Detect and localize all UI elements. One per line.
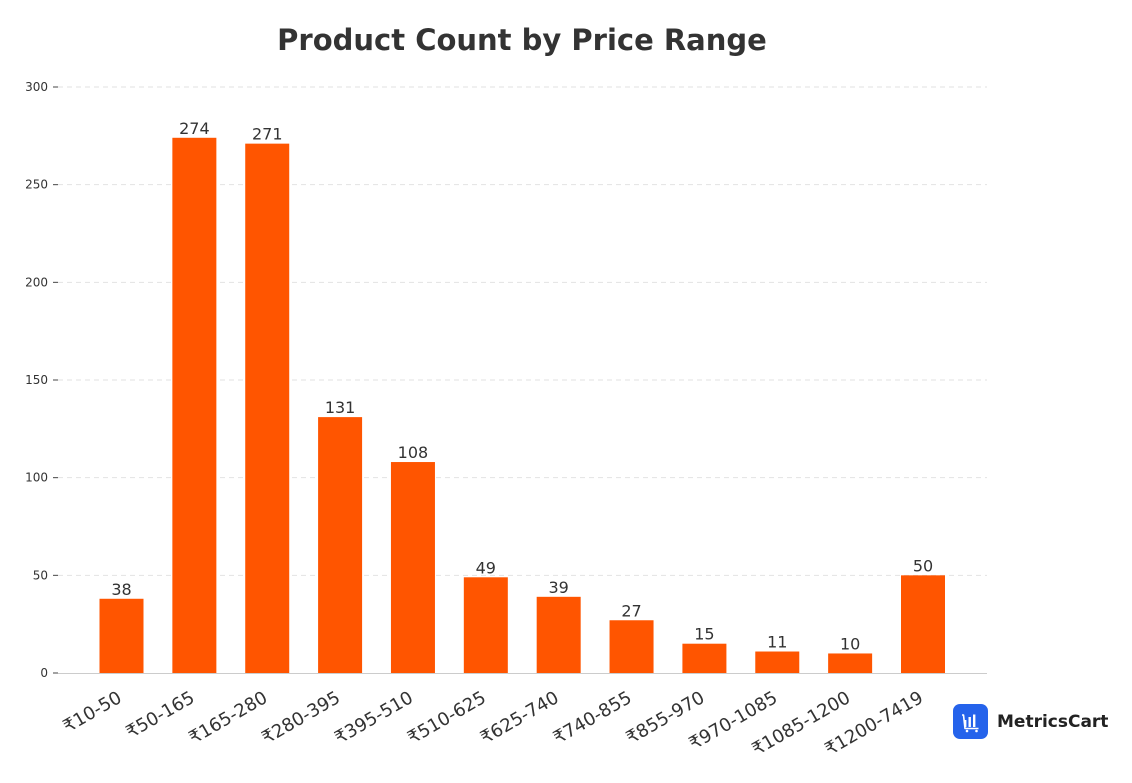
- bar: [463, 577, 508, 673]
- brand-watermark: MetricsCart: [953, 704, 1108, 739]
- x-tick-label: ₹280-395: [258, 687, 344, 749]
- y-tick-label: 150: [25, 373, 48, 387]
- bar: [390, 462, 435, 673]
- data-label: 11: [767, 633, 787, 652]
- metricscart-logo-icon: [953, 704, 988, 739]
- x-axis: ₹10-50₹50-165₹165-280₹280-395₹395-510₹51…: [60, 687, 927, 760]
- y-tick-label: 250: [25, 178, 48, 192]
- y-tick-label: 200: [25, 275, 48, 289]
- bar: [172, 137, 217, 673]
- x-tick-label: ₹625-740: [477, 687, 563, 749]
- bar: [536, 596, 581, 673]
- brand-name: MetricsCart: [997, 711, 1109, 732]
- bar: [682, 643, 727, 673]
- data-labels: 38 274 271 131 108 49 39 27 15 11 10 50: [111, 119, 933, 654]
- bar: [828, 653, 873, 673]
- y-tick-label: 300: [25, 80, 48, 94]
- bar: [755, 651, 800, 673]
- data-label: 39: [549, 578, 569, 597]
- data-label: 10: [840, 634, 860, 653]
- x-tick-label: ₹510-625: [404, 687, 490, 749]
- bar: [609, 620, 654, 673]
- data-label: 38: [111, 580, 131, 599]
- bar: [99, 598, 144, 673]
- data-label: 108: [398, 443, 429, 462]
- data-label: 49: [476, 558, 496, 577]
- x-tick-label: ₹10-50: [60, 687, 126, 737]
- data-label: 50: [913, 556, 933, 575]
- x-tick-label: ₹395-510: [331, 687, 417, 749]
- y-tick-label: 0: [40, 666, 48, 680]
- chart-title: Product Count by Price Range: [277, 23, 767, 57]
- data-label: 271: [252, 125, 283, 144]
- y-axis: 0 50 100 150 200 250 300: [25, 80, 58, 680]
- y-tick-label: 50: [33, 568, 48, 582]
- bars: [99, 137, 945, 673]
- x-tick-label: ₹165-280: [186, 687, 272, 749]
- y-tick-label: 100: [25, 471, 48, 485]
- data-label: 27: [621, 601, 641, 620]
- bar: [318, 417, 363, 673]
- data-label: 15: [694, 625, 714, 644]
- bar: [901, 575, 945, 673]
- data-label: 274: [179, 119, 210, 138]
- bar: [245, 143, 290, 673]
- x-tick-label: ₹740-855: [550, 687, 636, 749]
- data-label: 131: [325, 398, 356, 417]
